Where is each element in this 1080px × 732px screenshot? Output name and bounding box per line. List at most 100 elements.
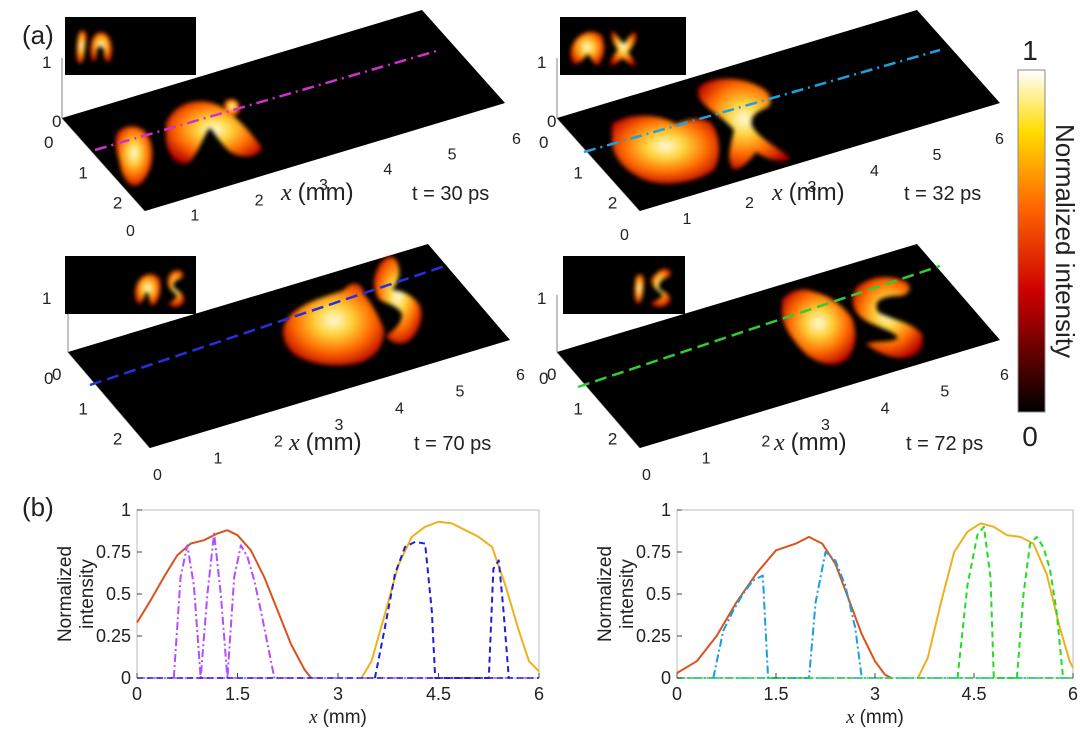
y-tick-label: 2 <box>608 430 617 449</box>
series-line <box>917 522 1074 679</box>
x-tick-label: 0 <box>132 684 142 704</box>
x-tick-label: 4 <box>881 400 890 417</box>
x-axis-title: x (mm) <box>288 429 362 456</box>
inset-blob <box>650 269 672 307</box>
z-tick-label: 0 <box>52 112 61 131</box>
x-tick-label: 4.5 <box>961 684 986 704</box>
x-tick-label: 6 <box>516 367 525 384</box>
y-tick-label: 0.25 <box>636 626 671 646</box>
y-tick-label: 0 <box>44 369 53 388</box>
x-tick-label: 1.5 <box>225 684 250 704</box>
y-tick-label: 1 <box>573 163 582 182</box>
y-tick-label: 1 <box>121 500 131 520</box>
x-tick-label: 1 <box>683 211 692 228</box>
x-tick-label: 3 <box>821 417 830 434</box>
colorbar-min-label: 0 <box>1022 421 1038 452</box>
x-axis-title: x (mm) <box>308 707 367 728</box>
time-label: t = 72 ps <box>906 433 983 455</box>
x-tick-label: 3 <box>808 179 817 196</box>
y-tick-label: 0 <box>661 668 671 688</box>
series-line <box>676 535 892 679</box>
y-tick-label: 2 <box>113 430 122 449</box>
x-tick-label: 2 <box>255 192 264 209</box>
colorbar-gradient <box>1017 69 1046 413</box>
x-axis-title: x (mm) <box>845 707 904 728</box>
inset-image <box>65 17 196 75</box>
x-tick-label: 1 <box>190 208 199 225</box>
x-tick-label: 6 <box>1000 367 1009 384</box>
x-tick-label: 2 <box>761 434 770 451</box>
x-axis-title: x (mm) <box>773 429 847 456</box>
x-tick-label: 5 <box>933 147 942 164</box>
series-line <box>360 520 540 679</box>
series-line <box>136 529 312 679</box>
z-tick-label: 1 <box>42 53 51 72</box>
y-tick-label: 0.5 <box>646 584 671 604</box>
inset-blob <box>634 274 645 304</box>
y-tick-label: 0 <box>121 668 131 688</box>
time-label: t = 70 ps <box>414 433 491 455</box>
x-tick-label: 6 <box>512 131 521 148</box>
x-tick-label: 4 <box>870 163 879 180</box>
x-tick-label: 3 <box>335 417 344 434</box>
z-tick-label: 0 <box>547 365 556 384</box>
x-tick-label: 1.5 <box>763 684 788 704</box>
series-line <box>373 540 510 679</box>
inset-blob <box>76 30 87 64</box>
y-tick-label: 1 <box>661 500 671 520</box>
inset-blob <box>135 274 161 306</box>
cut-line <box>94 48 441 152</box>
y-tick-label: 0 <box>539 369 548 388</box>
x-tick-label: 0 <box>153 467 162 484</box>
inset-blob <box>167 270 185 307</box>
x-tick-label: 3 <box>333 684 343 704</box>
x-tick-label: 6 <box>995 131 1004 148</box>
heatmap-floor <box>62 10 505 211</box>
intensity-blob <box>373 257 422 344</box>
y-tick-label: 0 <box>539 133 548 152</box>
colorbar-title: Normalized intensity <box>1050 124 1080 358</box>
x-tick-label: 0 <box>620 227 629 244</box>
x-tick-label: 5 <box>940 384 949 401</box>
y-tick-label: 0.5 <box>106 584 131 604</box>
plot-frame <box>136 509 540 679</box>
x-tick-label: 6 <box>1068 684 1078 704</box>
colorbar: 1 0 Normalized intensity <box>1017 35 1080 452</box>
x-tick-label: 3 <box>319 177 328 194</box>
cut-line <box>577 264 941 389</box>
colorbar-max-label: 1 <box>1022 35 1038 66</box>
x-axis-title: x (mm) <box>280 179 354 206</box>
series-line <box>956 525 1065 679</box>
y-axis-title: Normalizedintensity <box>55 546 98 642</box>
y-tick-label: 1 <box>573 399 582 418</box>
line-chart-left: 0 1.5 3 4.5 6 0 0.25 0.5 0.75 1 x (mm) Normalizedint… <box>55 500 544 728</box>
x-tick-label: 3 <box>870 684 880 704</box>
y-tick-label: 0 <box>44 133 53 152</box>
cut-line <box>583 48 941 154</box>
time-label: t = 32 ps <box>904 183 981 205</box>
series-line <box>712 551 863 679</box>
y-tick-label: 0.75 <box>96 542 131 562</box>
x-tick-label: 4.5 <box>426 684 451 704</box>
intensity-blob <box>782 289 856 365</box>
z-tick-label: 0 <box>52 365 61 384</box>
x-tick-label: 2 <box>745 195 754 212</box>
x-tick-label: 4 <box>383 162 392 179</box>
z-tick-label: 0 <box>547 112 556 131</box>
x-tick-label: 6 <box>534 684 544 704</box>
y-tick-label: 1 <box>78 399 87 418</box>
z-tick-label: 1 <box>537 53 546 72</box>
x-tick-label: 1 <box>214 450 223 467</box>
z-tick-label: 1 <box>42 289 51 308</box>
y-axis-title: Normalizedintensity <box>595 546 638 642</box>
panel-a-label: (a) <box>22 20 54 50</box>
panel-b-label: (b) <box>22 492 54 522</box>
y-tick-label: 0.75 <box>636 542 671 562</box>
y-tick-label: 0.25 <box>96 626 131 646</box>
z-tick-label: 1 <box>537 289 546 308</box>
intensity-blob <box>166 101 262 164</box>
y-tick-label: 2 <box>608 194 617 213</box>
